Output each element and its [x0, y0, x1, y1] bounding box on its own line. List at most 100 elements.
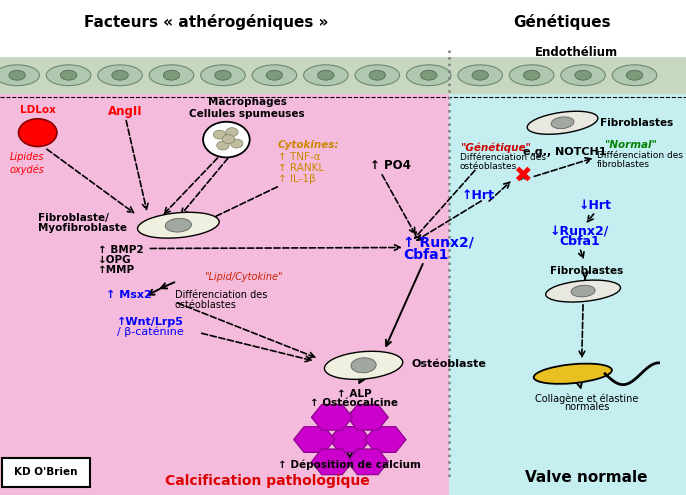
Text: Ostéoblaste: Ostéoblaste — [412, 359, 486, 369]
Text: ↑ BMP2: ↑ BMP2 — [98, 245, 144, 255]
Polygon shape — [311, 404, 353, 430]
Bar — [0, 57, 686, 94]
Text: Fibroblastes: Fibroblastes — [550, 266, 623, 276]
Text: Cbfa1: Cbfa1 — [403, 248, 449, 262]
Ellipse shape — [626, 70, 643, 80]
Text: Différenciation des: Différenciation des — [460, 153, 545, 162]
Text: ↑ TNF-α: ↑ TNF-α — [278, 152, 320, 162]
Ellipse shape — [355, 65, 400, 86]
Ellipse shape — [421, 70, 437, 80]
Text: Cytokines:: Cytokines: — [278, 140, 340, 149]
Text: Cbfa1: Cbfa1 — [559, 235, 600, 248]
Text: "Lipid/Cytokine": "Lipid/Cytokine" — [204, 272, 283, 282]
Text: ↑ ALP: ↑ ALP — [337, 389, 371, 398]
Bar — [449, 69, 686, 495]
Ellipse shape — [0, 65, 40, 86]
Text: ↑Wnt/Lrp5: ↑Wnt/Lrp5 — [117, 317, 183, 327]
Ellipse shape — [201, 65, 246, 86]
Text: normales: normales — [564, 402, 609, 412]
Text: Génétiques: Génétiques — [514, 14, 611, 30]
Ellipse shape — [304, 65, 348, 86]
Ellipse shape — [613, 65, 657, 86]
Text: ↑Hrt: ↑Hrt — [462, 189, 495, 202]
Text: ↑ RANKL: ↑ RANKL — [278, 163, 324, 173]
Ellipse shape — [472, 70, 488, 80]
Ellipse shape — [509, 65, 554, 86]
Text: AngII: AngII — [108, 105, 143, 118]
Text: ↑ Ostéocalcine: ↑ Ostéocalcine — [310, 398, 398, 408]
Text: ↑ PO4: ↑ PO4 — [370, 159, 412, 172]
Polygon shape — [365, 427, 406, 452]
Text: fibroblastes: fibroblastes — [597, 160, 650, 169]
Ellipse shape — [551, 117, 574, 129]
Text: Valve normale: Valve normale — [525, 470, 648, 485]
Ellipse shape — [98, 65, 143, 86]
Polygon shape — [347, 449, 388, 475]
Ellipse shape — [150, 65, 194, 86]
Text: e.g., NOTCH1: e.g., NOTCH1 — [523, 148, 606, 157]
Text: Endothélium: Endothélium — [534, 47, 618, 59]
Text: Facteurs « athérogéniques »: Facteurs « athérogéniques » — [84, 14, 328, 30]
Ellipse shape — [213, 130, 226, 139]
Text: Fibroblaste/: Fibroblaste/ — [38, 213, 108, 223]
Text: Calcification pathologique: Calcification pathologique — [165, 474, 370, 488]
Ellipse shape — [230, 139, 243, 148]
Ellipse shape — [527, 111, 598, 134]
Text: / β-caténine: / β-caténine — [117, 326, 183, 337]
Ellipse shape — [215, 70, 231, 80]
Ellipse shape — [9, 70, 25, 80]
Text: "Normal": "Normal" — [604, 140, 657, 150]
Ellipse shape — [318, 70, 334, 80]
Text: Myofibroblaste: Myofibroblaste — [38, 223, 127, 233]
Text: ↑ IL-1β: ↑ IL-1β — [278, 174, 316, 184]
Polygon shape — [311, 449, 353, 475]
Text: ↓Hrt: ↓Hrt — [579, 199, 612, 212]
Text: Macrophages
Cellules spumeuses: Macrophages Cellules spumeuses — [189, 97, 305, 119]
Ellipse shape — [203, 122, 250, 157]
Text: Différenciation des: Différenciation des — [597, 151, 683, 160]
Ellipse shape — [534, 364, 612, 384]
Text: ↑MMP: ↑MMP — [98, 265, 135, 275]
Ellipse shape — [324, 351, 403, 379]
Ellipse shape — [266, 70, 283, 80]
Text: Lipides
oxydés: Lipides oxydés — [10, 152, 45, 175]
Text: ↑ Runx2/: ↑ Runx2/ — [403, 236, 474, 249]
Text: ↓OPG: ↓OPG — [98, 255, 132, 265]
Ellipse shape — [575, 70, 591, 80]
Ellipse shape — [571, 285, 595, 297]
Ellipse shape — [165, 218, 191, 232]
FancyBboxPatch shape — [2, 458, 90, 487]
Ellipse shape — [351, 358, 376, 373]
Ellipse shape — [252, 65, 297, 86]
Ellipse shape — [458, 65, 503, 86]
Text: Différenciation des: Différenciation des — [175, 290, 268, 300]
Ellipse shape — [217, 141, 229, 150]
Text: KD O'Brien: KD O'Brien — [14, 467, 78, 477]
Text: Fibroblastes: Fibroblastes — [600, 118, 674, 128]
Polygon shape — [294, 427, 335, 452]
Ellipse shape — [47, 65, 91, 86]
Bar — [0, 0, 686, 69]
Ellipse shape — [369, 70, 386, 80]
Text: ✖: ✖ — [513, 166, 532, 186]
Ellipse shape — [60, 70, 77, 80]
Text: "Génétique": "Génétique" — [460, 142, 530, 153]
Text: ↑ Déposition de calcium: ↑ Déposition de calcium — [279, 459, 421, 470]
Ellipse shape — [112, 70, 128, 80]
Bar — [0, 69, 449, 495]
Text: ↓Runx2/: ↓Runx2/ — [550, 225, 609, 238]
Text: ostéoblastes: ostéoblastes — [460, 162, 517, 171]
Circle shape — [19, 119, 57, 147]
Ellipse shape — [406, 65, 451, 86]
Text: ostéoblastes: ostéoblastes — [175, 300, 237, 310]
Text: ↑ Msx2: ↑ Msx2 — [106, 290, 152, 300]
Text: Collagène et élastine: Collagène et élastine — [535, 393, 638, 404]
Polygon shape — [329, 427, 370, 452]
Ellipse shape — [137, 212, 220, 238]
Ellipse shape — [545, 280, 621, 302]
Ellipse shape — [222, 135, 235, 144]
Text: LDLox: LDLox — [20, 105, 56, 115]
Polygon shape — [347, 404, 388, 430]
Ellipse shape — [226, 128, 238, 137]
Ellipse shape — [163, 70, 180, 80]
